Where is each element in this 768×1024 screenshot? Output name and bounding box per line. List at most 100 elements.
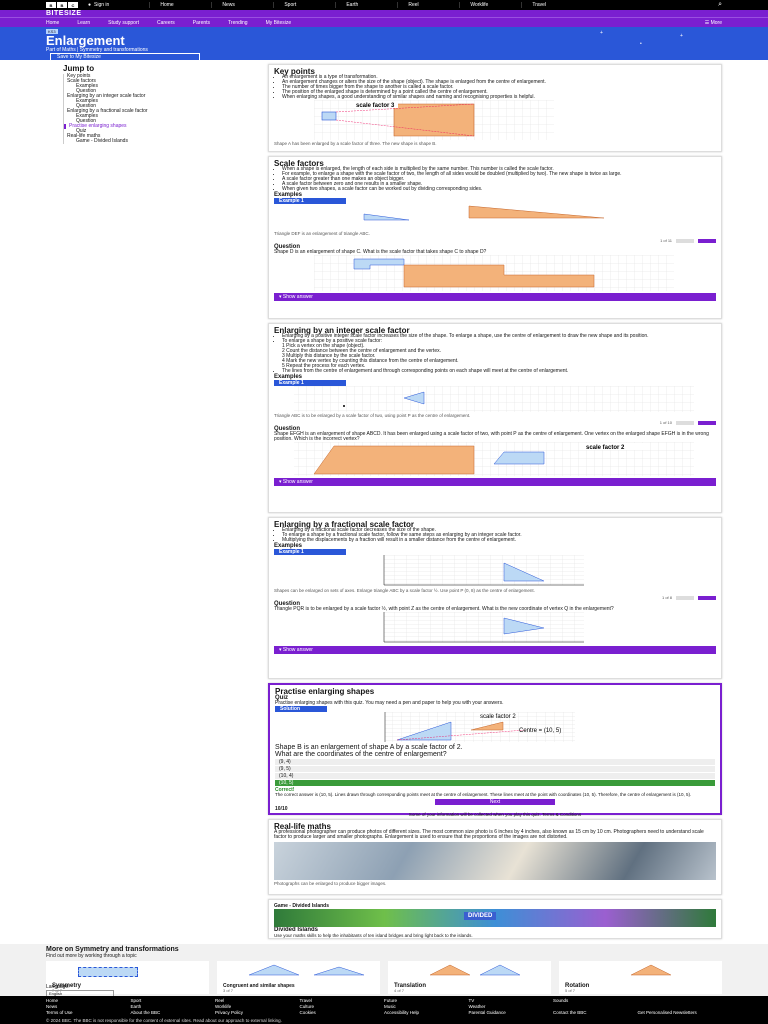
jump-link[interactable]: Key points [67,73,91,79]
nav-earth[interactable]: Earth [335,2,397,8]
jump-link[interactable]: Quiz [76,128,87,134]
subnav-learn[interactable]: Learn [77,19,91,26]
quiz-option[interactable]: (9, 4) [275,759,715,765]
nav-home[interactable]: Home [149,2,211,8]
footer-link[interactable]: Cookies [299,1010,316,1015]
quiz-option-selected[interactable]: (10, 5) [275,780,715,786]
footer-link[interactable]: Sounds [553,998,569,1003]
jump-link[interactable]: Game - Divided Islands [76,138,128,144]
subnav-home[interactable]: Home [46,19,60,26]
game-title[interactable]: Divided Islands [274,927,319,933]
footer-link[interactable]: Contact the BBC [553,1010,587,1015]
translation-thumbnail [429,964,521,976]
footer-link[interactable]: Music [384,1004,396,1009]
footer-link[interactable]: Worklife [215,1004,232,1009]
integer-step: 3 Multiply this distance by the scale fa… [282,353,376,359]
show-answer-button[interactable]: ▾ Show answer [274,646,716,654]
fractional-point: Enlarging by a fractional scale factor d… [282,528,716,533]
bbc-logo-c: C [68,2,78,8]
footer-link[interactable]: Accessibility Help [384,1010,420,1015]
search-icon[interactable]: ⌕ [718,1,722,8]
jump-link[interactable]: Enlarging by an integer scale factor [67,93,146,99]
quiz-option[interactable]: (10, 4) [275,773,715,779]
shape-a [321,111,337,121]
next-button[interactable] [698,595,716,600]
jump-link[interactable]: Real-life maths [67,133,101,139]
next-quiz-button[interactable]: Next [435,798,555,805]
nav-travel[interactable]: Travel [521,2,583,8]
footer-link[interactable]: About the BBC [130,1010,161,1015]
game-banner[interactable]: DIVIDED [274,909,716,927]
subnav-more[interactable]: ☰ More [705,20,722,26]
jump-link[interactable]: Question [76,118,97,124]
footer-link[interactable]: Future [384,998,398,1003]
footer-link[interactable]: Home [46,998,59,1003]
jump-link[interactable]: Enlarging by a fractional scale factor [67,108,148,114]
subnav-careers[interactable]: Careers [157,19,175,26]
footer-link[interactable]: Travel [299,998,312,1003]
correct-label: Correct! [275,787,295,793]
fractional-point: To enlarge a shape by a fractional scale… [282,533,716,538]
save-to-my-bitesize-button[interactable]: Save to My Bitesize [50,53,200,61]
jump-link[interactable]: Scale factors [67,78,96,84]
topic-card-title: Symmetry [52,983,82,989]
subnav-study-support[interactable]: Study support [108,19,139,26]
footer-link[interactable]: Culture [299,1004,315,1009]
integer-step: 2 Count the distance between the centre … [282,348,441,354]
nav-reel[interactable]: Reel [397,2,459,8]
nav-sport[interactable]: Sport [273,2,335,8]
subnav-trending[interactable]: Trending [228,19,248,26]
footer-link[interactable]: TV [468,998,475,1003]
game-logo: DIVIDED [464,912,497,920]
show-answer-button[interactable]: ▾ Show answer [274,293,716,301]
fractional-question-diagram [383,612,584,643]
bbc-nav: Home News Sport Earth Reel Worklife Trav… [149,2,718,8]
jump-link[interactable]: Examples [76,98,98,104]
topic-card-title: Congruent and similar shapes [223,983,295,989]
subnav-my-bitesize[interactable]: My Bitesize [265,19,292,26]
jump-link[interactable]: Question [76,103,97,109]
solution-label: Solution [275,706,327,712]
topic-card-rotation[interactable]: Rotation 5 of 7 [559,961,722,994]
jump-link[interactable]: Examples [76,83,98,89]
nav-news[interactable]: News [211,2,273,8]
footer-link[interactable]: Earth [130,1004,142,1009]
save-row: Save to My Bitesize [0,53,768,61]
breadcrumb[interactable]: Part of Maths | Symmetry and transformat… [46,47,148,53]
bitesize-logo[interactable]: BITESIZE [46,10,82,17]
footer-link[interactable]: Parental Guidance [468,1010,506,1015]
topic-card-translation[interactable]: Translation 4 of 7 [388,961,551,994]
quiz-option[interactable]: (9, 5) [275,766,715,772]
prev-button[interactable] [676,595,694,600]
jump-link[interactable]: Practise enlarging shapes [64,124,261,129]
next-button[interactable] [698,238,716,243]
footer-link[interactable]: Privacy Policy [215,1010,244,1015]
decoration-plus: + [680,33,683,39]
quiz-explanation: The correct answer is (10, 5). Lines dra… [275,792,692,797]
footer-link[interactable]: Get Personalised Newsletters [637,1010,697,1015]
nav-worklife[interactable]: Worklife [459,2,521,8]
sign-in-link[interactable]: ● Sign in [88,2,109,8]
integer-question-diagram: scale factor 2 [294,442,694,476]
bbc-top-bar: B B C ● Sign in Home News Sport Earth Ree… [0,0,768,10]
topic-card-congruent[interactable]: Congruent and similar shapes 3 of 7 [217,961,380,994]
footer-link[interactable]: Terms of Use [46,1010,73,1015]
jump-link[interactable]: Examples [76,113,98,119]
page-title: Enlargement [46,33,125,48]
footer-link[interactable]: News [46,1004,58,1009]
subnav-parents[interactable]: Parents [192,19,211,26]
example-label: Example 1 [274,198,346,204]
photographer-image [274,842,716,880]
bitesize-subnav: Home Learn Study support Careers Parents… [0,17,768,27]
footer-link[interactable]: Sport [130,998,142,1003]
jump-link[interactable]: Question [76,88,97,94]
footer-link[interactable]: Weather [468,1004,486,1009]
show-answer-button[interactable]: ▾ Show answer [274,478,716,486]
prev-button[interactable] [676,238,694,243]
next-button[interactable] [698,420,716,425]
topic-card-symmetry[interactable]: Symmetry 7 of 7 [46,961,209,994]
prev-button[interactable] [676,420,694,425]
footer-link[interactable]: Reel [215,998,225,1003]
quiz-privacy[interactable]: Some of your information will be collect… [408,811,582,817]
bbc-logo[interactable]: B B C [46,2,78,8]
